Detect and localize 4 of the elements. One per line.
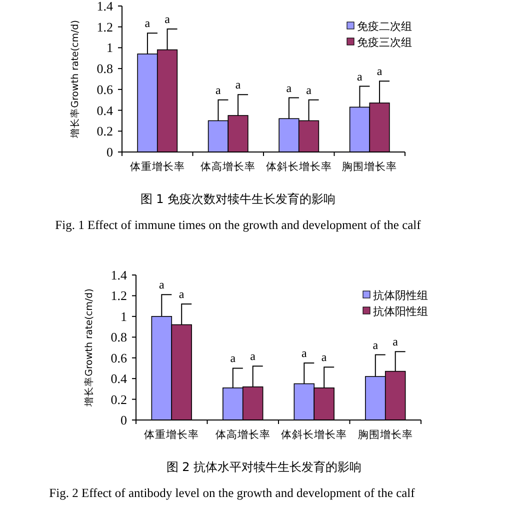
subtitle: Fig. 1 Effect of immune times on the growth and development of the calf	[55, 218, 421, 232]
title: 图 1 免疫次数对犊牛生长发育的影响	[140, 192, 336, 206]
title: 图 2 抗体水平对犊牛生长发育的影响	[166, 460, 362, 474]
subtitle: Fig. 2 Effect of antibody level on the growth and development of the calf	[49, 486, 415, 500]
